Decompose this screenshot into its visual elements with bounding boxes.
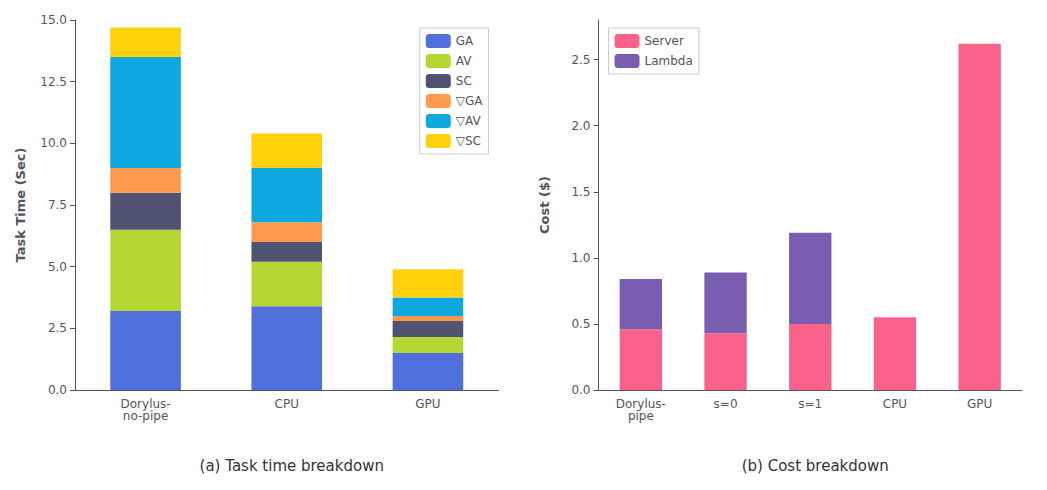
svg-text:Lambda: Lambda: [645, 54, 693, 68]
svg-text:7.5: 7.5: [48, 198, 67, 212]
svg-text:no-pipe: no-pipe: [123, 409, 168, 423]
svg-text:0.0: 0.0: [48, 383, 67, 397]
svg-text:10.0: 10.0: [40, 136, 67, 150]
svg-text:s=0: s=0: [714, 397, 738, 411]
svg-text:Dorylus-: Dorylus-: [120, 397, 171, 411]
svg-text:▽AV: ▽AV: [456, 114, 482, 128]
svg-text:CPU: CPU: [883, 397, 907, 411]
svg-text:SC: SC: [456, 74, 472, 88]
svg-text:(a) Task time breakdown: (a) Task time breakdown: [200, 457, 384, 475]
svg-text:Server: Server: [645, 34, 684, 48]
svg-text:Cost ($): Cost ($): [537, 176, 552, 234]
svg-text:▽SC: ▽SC: [456, 134, 481, 148]
svg-text:2.5: 2.5: [571, 53, 590, 67]
svg-text:1.5: 1.5: [571, 185, 590, 199]
svg-text:CPU: CPU: [275, 397, 299, 411]
svg-text:1.0: 1.0: [571, 251, 590, 265]
svg-text:(b) Cost breakdown: (b) Cost breakdown: [742, 457, 889, 475]
svg-text:s=1: s=1: [798, 397, 822, 411]
svg-text:15.0: 15.0: [40, 13, 67, 27]
svg-text:AV: AV: [456, 54, 472, 68]
svg-text:2.5: 2.5: [48, 321, 67, 335]
svg-text:Dorylus-: Dorylus-: [615, 397, 666, 411]
svg-text:GA: GA: [456, 34, 474, 48]
svg-text:GPU: GPU: [415, 397, 440, 411]
svg-text:Task Time (Sec): Task Time (Sec): [13, 148, 28, 263]
svg-text:2.0: 2.0: [571, 119, 590, 133]
svg-text:12.5: 12.5: [40, 75, 67, 89]
svg-text:GPU: GPU: [967, 397, 992, 411]
svg-text:▽GA: ▽GA: [456, 94, 484, 108]
svg-text:0.5: 0.5: [571, 317, 590, 331]
svg-text:5.0: 5.0: [48, 260, 67, 274]
svg-text:pipe: pipe: [628, 409, 654, 423]
svg-text:0.0: 0.0: [571, 383, 590, 397]
